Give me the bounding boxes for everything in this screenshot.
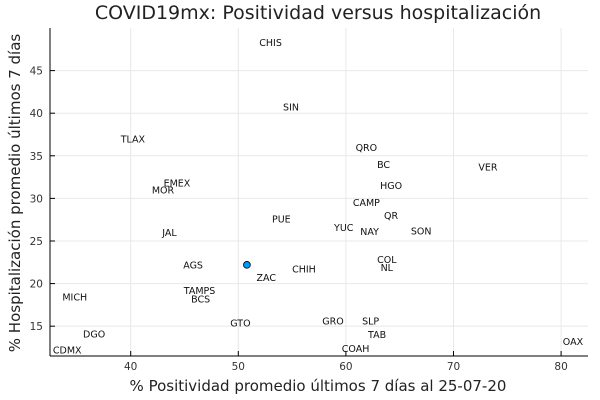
x-tick-label: 70	[447, 361, 460, 373]
y-tick-label: 45	[30, 66, 43, 78]
point-label-tab: TAB	[367, 330, 386, 341]
point-label-qr: QR	[384, 211, 398, 222]
point-label-slp: SLP	[362, 317, 379, 328]
point-label-mor: MOR	[152, 185, 175, 196]
y-tick-label: 20	[30, 279, 43, 291]
point-label-gto: GTO	[230, 318, 250, 329]
point-label-nl: NL	[381, 263, 394, 274]
x-tick-label: 80	[554, 361, 567, 373]
point-label-coah: COAH	[342, 344, 370, 355]
point-label-ver: VER	[478, 162, 498, 173]
point-label-oax: OAX	[563, 337, 584, 348]
point-label-yuc: YUC	[333, 223, 354, 234]
point-label-chih: CHIH	[292, 265, 316, 276]
point-label-sin: SIN	[283, 103, 299, 114]
point-label-qro: QRO	[356, 143, 378, 154]
point-label-zac: ZAC	[257, 273, 277, 284]
grid	[50, 28, 588, 356]
point-label-emex: EMEX	[164, 179, 191, 190]
point-label-gro: GRO	[322, 317, 343, 328]
y-tick-label: 40	[30, 108, 43, 120]
y-tick-label: 25	[30, 236, 43, 248]
y-tick-label: 35	[30, 151, 43, 163]
point-label-bc: BC	[377, 160, 390, 171]
point-label-cdmx: CDMX	[53, 346, 82, 357]
x-tick-label: 60	[339, 361, 352, 373]
point-label-son: SON	[411, 226, 432, 237]
x-axis-label: % Positividad promedio últimos 7 días al…	[130, 377, 507, 395]
chart-title: COVID19mx: Positividad versus hospitaliz…	[95, 2, 541, 24]
point-label-tlax: TLAX	[120, 134, 146, 145]
axis-ticks: 40 50 60 70 80 15 20 25 30 35 40 45	[30, 66, 568, 373]
point-label-pue: PUE	[272, 214, 291, 225]
point-label-tamps: TAMPS	[183, 286, 216, 297]
point-label-mich: MICH	[62, 293, 87, 304]
data-point-marker	[243, 261, 251, 269]
y-tick-label: 30	[30, 193, 43, 205]
point-label-bcs: BCS	[191, 294, 210, 305]
y-axis-label: % Hospitalización promedio últimos 7 día…	[6, 34, 24, 353]
point-label-nay: NAY	[360, 227, 379, 238]
point-label-dgo: DGO	[83, 329, 105, 340]
point-label-ags: AGS	[183, 260, 203, 271]
y-tick-label: 15	[30, 321, 43, 333]
point-label-col: COL	[377, 255, 397, 266]
x-tick-label: 50	[232, 361, 245, 373]
x-tick-label: 40	[124, 361, 137, 373]
point-label-chis: CHIS	[259, 38, 282, 49]
point-label-jal: JAL	[161, 228, 177, 239]
data-points	[243, 261, 251, 269]
point-label-camp: CAMP	[353, 198, 380, 209]
point-label-hgo: HGO	[380, 181, 402, 192]
